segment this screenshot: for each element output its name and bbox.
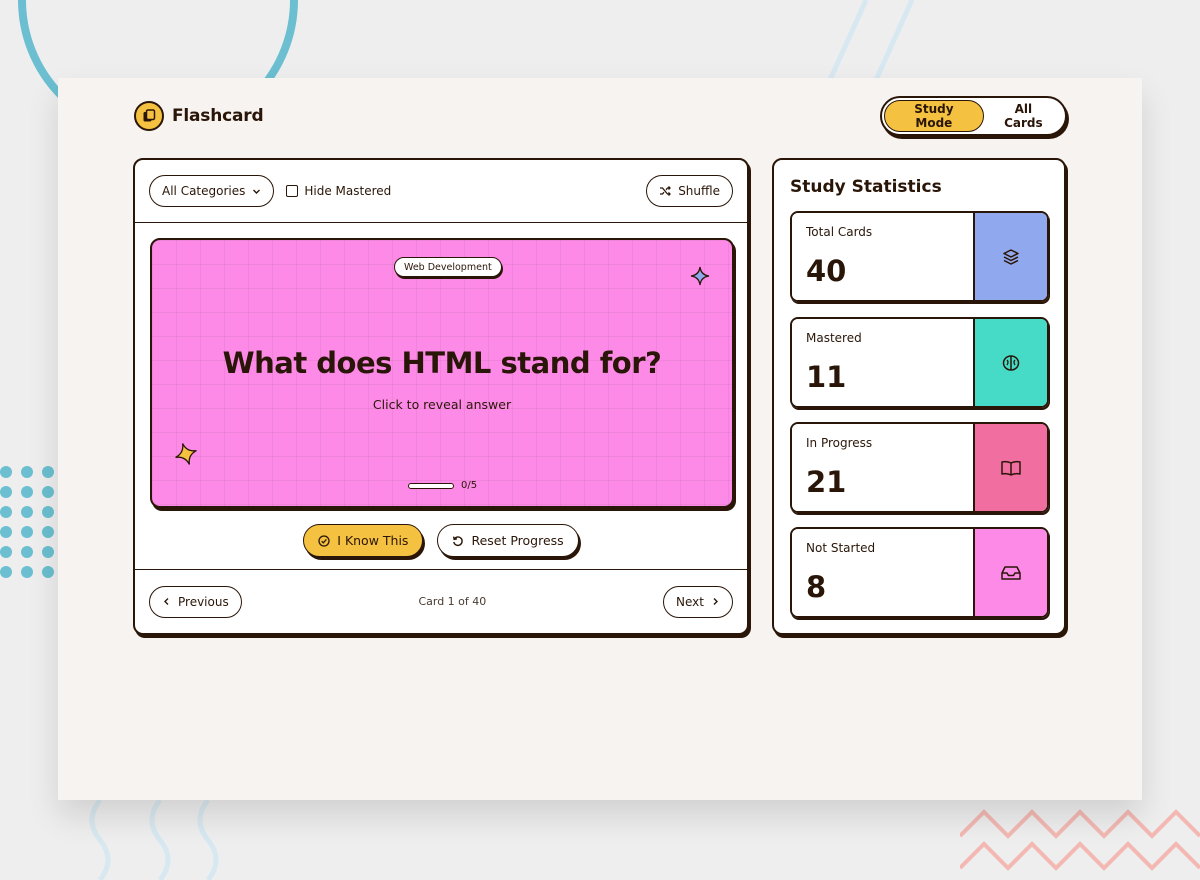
know-this-button[interactable]: I Know This: [303, 524, 424, 557]
cards-icon: [134, 101, 164, 131]
brand-name: Flashcard: [172, 106, 264, 126]
stat-swatch: [973, 319, 1047, 406]
app-window: Flashcard Study Mode All Cards All Categ…: [58, 78, 1142, 800]
stat-value: 11: [806, 360, 847, 394]
sparkle-icon: [690, 266, 710, 286]
card-progress: 0/5: [408, 480, 477, 491]
stat-body: In Progress 21: [792, 424, 973, 511]
chevron-right-icon: [713, 598, 718, 605]
next-button[interactable]: Next: [663, 585, 733, 618]
decorative-dots: [0, 466, 54, 578]
stat-label: Mastered: [806, 331, 862, 345]
shuffle-button[interactable]: Shuffle: [646, 175, 733, 207]
card-counter: Card 1 of 40: [418, 595, 487, 608]
stat-total-cards: Total Cards 40: [790, 211, 1049, 302]
stat-not-started: Not Started 8: [790, 527, 1049, 618]
previous-button[interactable]: Previous: [149, 585, 242, 618]
decorative-zigzag: [960, 809, 1200, 871]
progress-bar: [408, 482, 454, 489]
progress-label: 0/5: [461, 480, 478, 491]
mode-switch: Study Mode All Cards: [880, 96, 1067, 136]
hide-mastered-checkbox[interactable]: [286, 185, 299, 197]
decorative-lines: [827, 0, 915, 80]
card-navigation: Previous Card 1 of 40 Next: [135, 569, 747, 633]
stats-title: Study Statistics: [790, 177, 942, 197]
brain-icon: [1002, 354, 1020, 371]
sparkle-icon: [175, 443, 197, 465]
shuffle-label: Shuffle: [678, 184, 720, 198]
stat-value: 40: [806, 254, 847, 288]
stat-swatch: [973, 424, 1047, 511]
stat-label: Total Cards: [806, 225, 873, 239]
chevron-left-icon: [164, 598, 169, 605]
hide-mastered-toggle[interactable]: Hide Mastered: [286, 184, 391, 198]
stat-swatch: [973, 213, 1047, 300]
inbox-icon: [1001, 565, 1021, 580]
card-actions: I Know This Reset Progress: [135, 524, 747, 557]
know-this-label: I Know This: [337, 533, 409, 548]
book-open-icon: [1001, 460, 1021, 476]
stat-mastered: Mastered 11: [790, 317, 1049, 408]
stat-body: Not Started 8: [792, 529, 973, 616]
study-mode-tab[interactable]: Study Mode: [884, 100, 984, 132]
check-circle-icon: [318, 534, 330, 547]
category-tag: Web Development: [394, 257, 502, 277]
hide-mastered-label: Hide Mastered: [304, 184, 392, 198]
next-label: Next: [676, 594, 704, 609]
decorative-waves: [89, 800, 219, 880]
stat-swatch: [973, 529, 1047, 616]
previous-label: Previous: [178, 594, 229, 609]
study-statistics-panel: Study Statistics Total Cards 40 Mastered…: [772, 158, 1066, 635]
brand[interactable]: Flashcard: [134, 100, 264, 132]
reset-progress-label: Reset Progress: [471, 533, 564, 548]
layers-icon: [1003, 248, 1019, 265]
stat-value: 8: [806, 570, 827, 604]
category-select-value: All Categories: [162, 184, 246, 198]
flashcard[interactable]: Web Development What does HTML stand for…: [150, 238, 734, 508]
chevron-down-icon: [253, 189, 261, 194]
reset-icon: [453, 535, 464, 546]
stat-label: Not Started: [806, 541, 876, 555]
stat-body: Total Cards 40: [792, 213, 973, 300]
category-select[interactable]: All Categories: [149, 175, 275, 207]
reveal-hint: Click to reveal answer: [372, 397, 512, 412]
all-cards-tab[interactable]: All Cards: [984, 100, 1063, 132]
card-question: What does HTML stand for?: [222, 346, 662, 380]
card-toolbar: All Categories Hide Mastered Shuffle: [135, 160, 747, 223]
stat-value: 21: [806, 465, 847, 499]
stat-in-progress: In Progress 21: [790, 422, 1049, 513]
shuffle-icon: [660, 186, 672, 196]
flashcard-panel: All Categories Hide Mastered Shuffle: [133, 158, 749, 635]
stat-body: Mastered 11: [792, 319, 973, 406]
stat-label: In Progress: [806, 436, 873, 450]
reset-progress-button[interactable]: Reset Progress: [437, 524, 579, 557]
